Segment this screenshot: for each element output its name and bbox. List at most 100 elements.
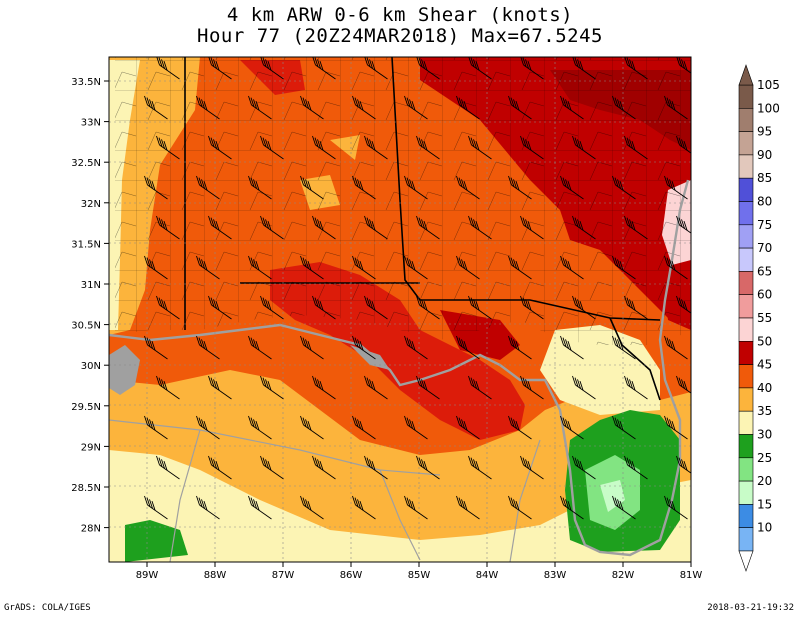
wind-barb: [144, 95, 168, 120]
wind-barb: [520, 295, 544, 320]
wind-barb: [624, 295, 648, 320]
wind-barb: [560, 175, 584, 200]
colorbar-label: 105: [757, 78, 780, 92]
wind-barb: [404, 95, 428, 120]
delta-wetlands: [109, 345, 140, 395]
wind-barb: [196, 495, 220, 520]
colorbar-label: 25: [757, 451, 772, 465]
wind-barb: [612, 335, 636, 360]
lon-label: 88W: [204, 570, 227, 581]
wind-barb: [248, 495, 272, 520]
wind-barb: [508, 95, 532, 120]
wind-barb: [508, 495, 532, 520]
wind-barb: [364, 295, 388, 320]
wind-barb: [260, 455, 284, 480]
wind-barb: [364, 135, 388, 160]
wind-barb: [572, 455, 596, 480]
wind-barbs: [144, 57, 691, 520]
colorbar-label: 70: [757, 241, 772, 255]
map-title-line-1: 4 km ARW 0-6 km Shear (knots): [226, 4, 574, 26]
lat-label: 29N: [81, 442, 101, 453]
wind-barb: [416, 455, 440, 480]
colorbar-label: 90: [757, 148, 772, 162]
wind-barb: [572, 295, 596, 320]
lon-label: 83W: [544, 570, 567, 581]
wind-barb: [612, 255, 636, 280]
lat-label: 28.5N: [71, 483, 101, 494]
wind-barb: [456, 175, 480, 200]
colorbar-label: 20: [757, 474, 772, 488]
lat-label: 29.5N: [71, 402, 101, 413]
wind-barb: [676, 455, 691, 474]
wind-barb: [260, 295, 284, 320]
shear-contour-40-gulf: [109, 450, 691, 562]
colorbar: 105 100 95 90 85 80 75 70 65 60 55 50 45 40 35 30 25 20 15…: [738, 64, 780, 572]
wind-barb: [456, 335, 480, 360]
colorbar-swatch: [738, 131, 754, 156]
wind-barb: [520, 455, 544, 480]
wind-barb: [260, 215, 284, 240]
lat-label: 33N: [81, 118, 101, 129]
colorbar-label: 15: [757, 497, 772, 511]
colorbar-label: 95: [757, 125, 772, 139]
wind-barb: [560, 415, 584, 440]
wind-barb: [352, 175, 376, 200]
wind-barb: [352, 495, 376, 520]
colorbar-label: 75: [757, 218, 772, 232]
lon-label: 81W: [680, 570, 703, 581]
colorbar-swatch: [738, 154, 754, 179]
wind-barb: [300, 175, 324, 200]
colorbar-swatch: [738, 387, 754, 412]
wind-barb: [612, 95, 636, 120]
wind-barb: [300, 415, 324, 440]
wind-barb: [416, 215, 440, 240]
wind-barb: [416, 375, 440, 400]
wind-barb: [352, 335, 376, 360]
colorbar-swatch: [738, 410, 754, 435]
colorbar-swatch: [738, 340, 754, 365]
colorbar-swatch: [738, 480, 754, 505]
wind-barb: [196, 175, 220, 200]
wind-barb: [156, 295, 180, 320]
wind-barb: [676, 375, 691, 394]
wind-barb: [196, 415, 220, 440]
wind-barb: [468, 135, 492, 160]
wind-barb: [520, 135, 544, 160]
render-timestamp: 2018-03-21-19:32: [707, 603, 794, 613]
wind-barb: [612, 415, 636, 440]
colorbar-label: 45: [757, 358, 772, 372]
colorbar-max-arrow: [738, 64, 754, 86]
wind-barb: [260, 135, 284, 160]
lat-label: 32N: [81, 199, 101, 210]
wind-barb: [300, 95, 324, 120]
wind-barb: [260, 57, 284, 80]
wind-barb: [676, 57, 691, 74]
colorbar-swatch: [738, 294, 754, 319]
wind-barb: [364, 57, 388, 80]
lat-label: 30N: [81, 361, 101, 372]
map-title-line-2: Hour 77 (20Z24MAR2018) Max=67.5245: [197, 25, 603, 47]
wind-barb: [364, 455, 388, 480]
plot-area: [109, 57, 691, 562]
colorbar-label: 85: [757, 171, 772, 185]
wind-barb: [612, 175, 636, 200]
wind-barb: [572, 57, 596, 80]
wind-barb: [416, 295, 440, 320]
wind-barb: [248, 255, 272, 280]
colorbar-label: 30: [757, 428, 772, 442]
wind-barb: [404, 255, 428, 280]
colorbar-min-arrow: [738, 550, 754, 572]
wind-barb: [468, 375, 492, 400]
colorbar-swatch: [738, 434, 754, 459]
grads-credit: GrADS: COLA/IGES: [4, 603, 91, 613]
wind-barb: [572, 375, 596, 400]
lon-label: 82W: [612, 570, 635, 581]
wind-barb: [664, 495, 688, 520]
wind-barb: [508, 175, 532, 200]
wind-barb: [508, 335, 532, 360]
colorbar-label: 65: [757, 264, 772, 278]
wind-barb: [624, 57, 648, 80]
wind-barb: [508, 415, 532, 440]
wind-barb: [156, 135, 180, 160]
colorbar-swatch: [738, 224, 754, 249]
